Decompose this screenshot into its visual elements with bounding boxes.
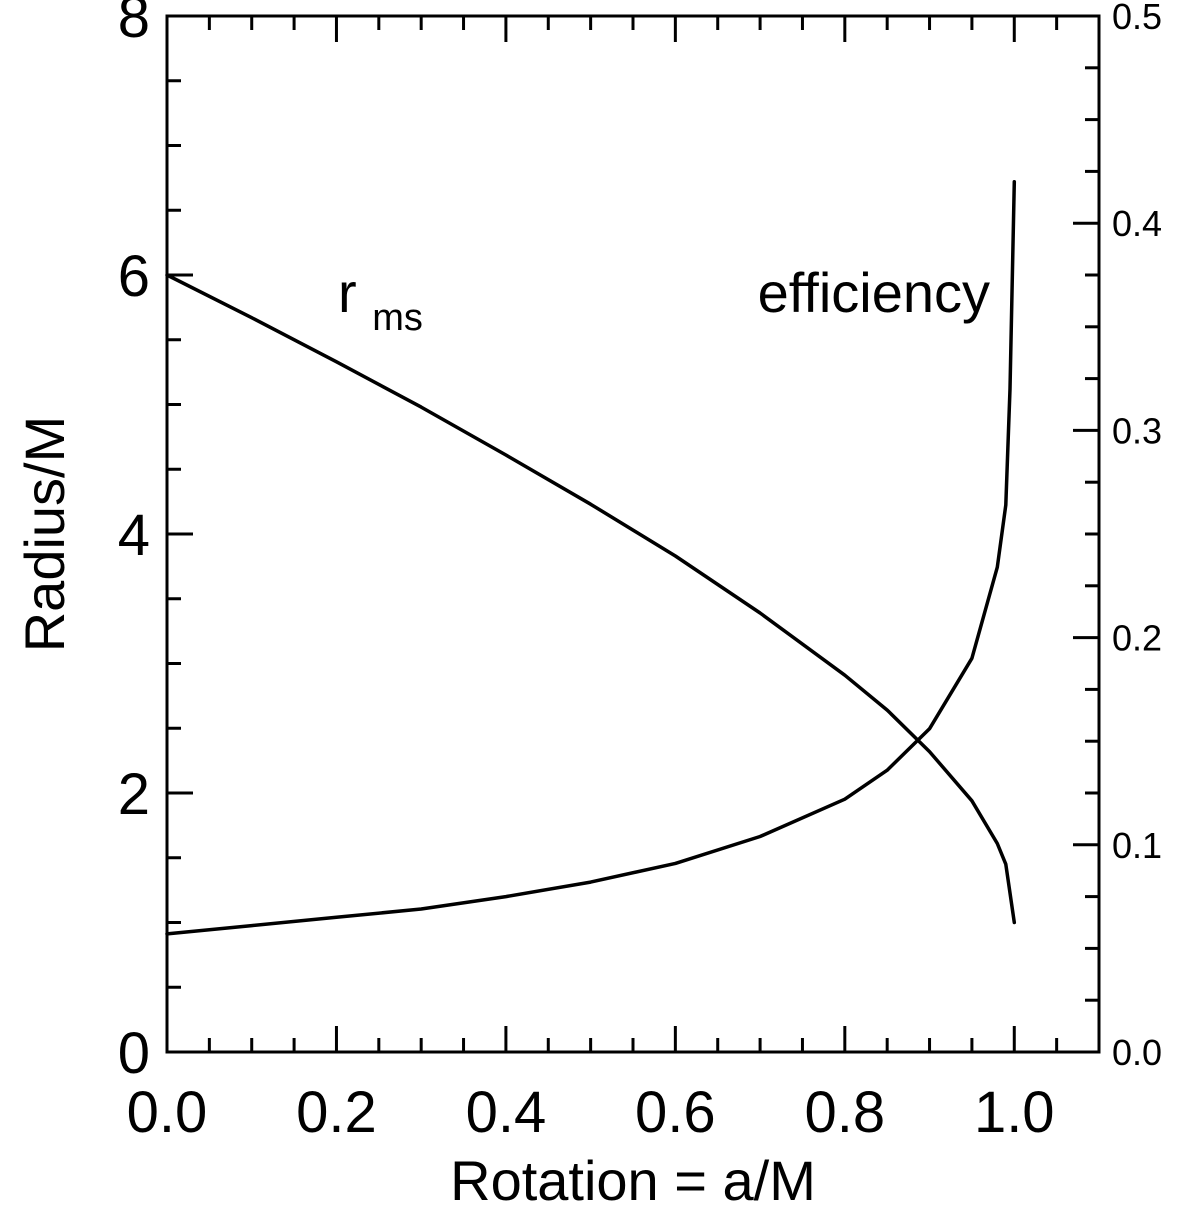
efficiency-annotation: efficiency <box>758 261 990 324</box>
ticks <box>165 14 1101 1054</box>
curves <box>165 180 1017 936</box>
y-tick-label: 4 <box>118 503 150 568</box>
tick-labels: 0.0 0.2 0.4 0.6 0.8 1.0 0 2 4 6 8 0.0 0.1 0.2 0.3 0.4 0.… <box>118 0 1162 1145</box>
rms-curve <box>165 273 1017 925</box>
x-axis-label: Rotation = a/M <box>450 1149 816 1209</box>
y2-tick-label: 0.4 <box>1112 203 1162 244</box>
rms-annotation-sub: ms <box>372 297 423 339</box>
y2-tick-label: 0.2 <box>1112 618 1162 659</box>
efficiency-curve <box>165 180 1017 936</box>
y-axis-label: Radius/M <box>13 416 76 653</box>
rms-annotation-main: r <box>338 261 357 324</box>
y-tick-label: 0 <box>118 1021 150 1086</box>
x-tick-label: 0.8 <box>804 1080 885 1145</box>
rms-annotation: r ms <box>338 261 423 339</box>
x-tick-label: 0.0 <box>127 1080 208 1145</box>
y-tick-label: 6 <box>118 244 150 309</box>
y2-tick-label: 0.0 <box>1112 1032 1162 1073</box>
y-tick-label: 2 <box>118 762 150 827</box>
y-tick-label: 8 <box>118 0 150 50</box>
x-tick-label: 0.2 <box>296 1080 377 1145</box>
y2-tick-label: 0.3 <box>1112 410 1162 451</box>
y2-tick-label: 0.5 <box>1112 0 1162 37</box>
plot-frame <box>165 14 1101 1054</box>
x-tick-label: 1.0 <box>974 1080 1055 1145</box>
x-tick-label: 0.4 <box>466 1080 547 1145</box>
x-tick-label: 0.6 <box>635 1080 716 1145</box>
y2-tick-label: 0.1 <box>1112 825 1162 866</box>
